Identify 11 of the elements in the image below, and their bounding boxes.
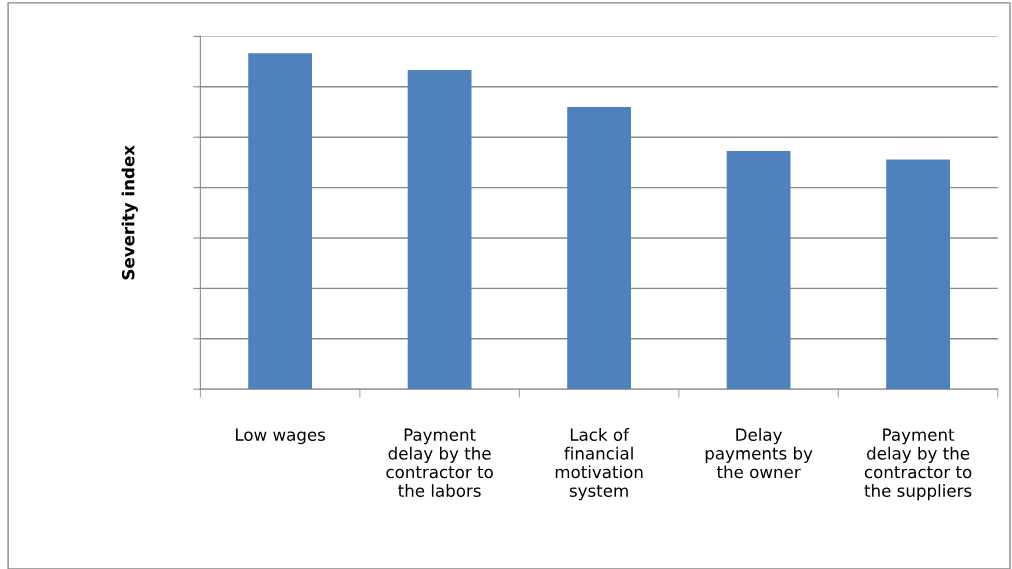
bar <box>248 53 313 390</box>
bar <box>726 150 791 390</box>
bar <box>567 106 631 390</box>
x-tick-label: Lack of financial motivation system <box>555 428 643 501</box>
x-tick-label: Payment delay by the contractor to the labors <box>386 428 493 497</box>
x-tick-label: Low wages <box>236 428 326 445</box>
y-axis-title: Severity index <box>121 145 138 280</box>
x-tick-label: Delay payments by the owner <box>705 428 813 479</box>
bar <box>407 70 472 390</box>
x-tick-label: Payment delay by the contractor to the suppliers <box>864 428 972 501</box>
bar <box>886 159 950 390</box>
